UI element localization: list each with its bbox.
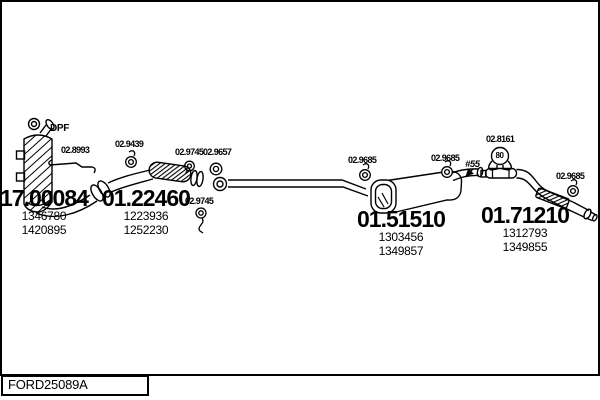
oem-ref: 1303456 (378, 230, 424, 244)
clamp-icon (488, 146, 512, 171)
middle-pipe (228, 179, 369, 197)
part-number[interactable]: 17.00084 (0, 185, 89, 211)
small-part-number[interactable]: 02.9685 (348, 155, 377, 165)
small-part-number[interactable]: 02.8161 (486, 134, 515, 144)
main-part-label: 01.51510 1303456 1349857 (357, 206, 446, 259)
front-pipe-flex (107, 161, 204, 193)
oem-ref: 1252230 (123, 223, 169, 237)
drawing-code: FORD25089A (8, 377, 88, 392)
flex-pipe-icon (148, 161, 192, 183)
small-part-number[interactable]: 02.8993 (61, 145, 90, 155)
oem-ref: 1349857 (378, 244, 424, 258)
oem-ref: 1223936 (123, 209, 169, 223)
gasket-on-pipe-icon (212, 176, 228, 192)
gasket-icon (184, 160, 195, 175)
hanger-icon (125, 150, 137, 168)
joint-arrow-icon (465, 168, 474, 177)
dpf-canister (23, 134, 53, 213)
main-part-label: 17.00084 1346780 1420895 (0, 185, 89, 238)
weld-sleeve-icon (535, 187, 570, 209)
small-part-number[interactable]: 02.9685 (431, 153, 460, 163)
clamp-diameter-label: 80 (495, 151, 504, 160)
small-part-number[interactable]: 02.9745 (185, 196, 214, 206)
dpf-assembly (15, 117, 111, 218)
inlet-gasket-icon (27, 117, 41, 131)
bracket-icon (48, 159, 96, 174)
oem-ref: 1349855 (502, 240, 548, 254)
small-part-number[interactable]: 02.9439 (115, 139, 144, 149)
gasket-icon (209, 162, 223, 176)
oem-ref: 1312793 (502, 226, 548, 240)
hanger-icon (567, 179, 579, 197)
main-part-label: 01.22460 1223936 1252230 (102, 185, 191, 238)
small-part-number[interactable]: 02.9657 (203, 147, 232, 157)
hanger-icon (359, 163, 371, 181)
oem-ref: 1420895 (21, 223, 67, 237)
middle-muffler (370, 166, 484, 214)
drawing-code-box: FORD25089A (1, 375, 149, 396)
part-number[interactable]: 01.71210 (481, 202, 570, 228)
oem-ref: 1346780 (21, 209, 67, 223)
dpf-label: DPF (50, 123, 70, 134)
joint-marker-label: #55 (465, 159, 480, 170)
part-number[interactable]: 01.22460 (102, 185, 191, 211)
small-part-number[interactable]: 02.9745 (175, 147, 204, 157)
gasket-icon (195, 207, 207, 234)
hanger-icon (441, 160, 453, 178)
tail-pipe (480, 167, 598, 222)
main-part-label: 01.71210 1312793 1349855 (481, 202, 570, 255)
small-part-number[interactable]: 02.9685 (556, 171, 585, 181)
part-number[interactable]: 01.51510 (357, 206, 446, 232)
